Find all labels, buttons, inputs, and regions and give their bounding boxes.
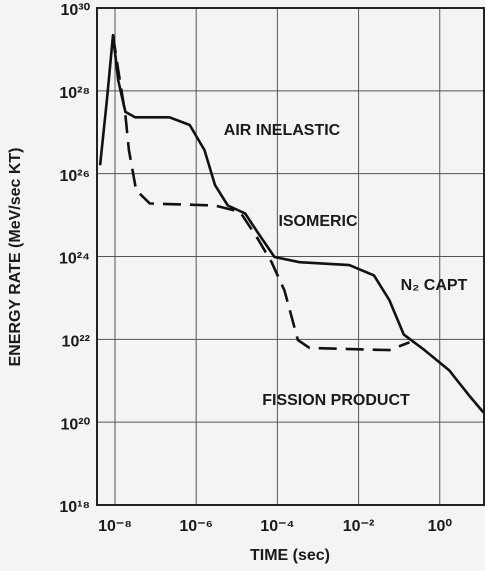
- x-tick-label: 10⁻⁸: [98, 518, 132, 535]
- y-tick-label: 10³⁰: [60, 2, 90, 19]
- annotation: ISOMERIC: [278, 213, 358, 230]
- x-axis-label: TIME (sec): [250, 547, 330, 564]
- annotation: FISSION PRODUCT: [262, 392, 410, 409]
- y-tick-label: 10²⁰: [60, 416, 90, 433]
- y-axis-label: ENERGY RATE (MeV/sec KT): [7, 147, 24, 366]
- y-tick-label: 10²⁸: [59, 85, 90, 102]
- y-tick-label: 10¹⁸: [59, 499, 90, 516]
- plot-frame: [96, 7, 485, 506]
- annotation: AIR INELASTIC: [224, 122, 341, 139]
- y-tick-label: 10²⁶: [60, 168, 91, 185]
- x-tick-label: 10⁻⁴: [260, 518, 294, 535]
- x-tick-label: 10⁻⁶: [179, 518, 213, 535]
- x-tick-label: 10⁰: [428, 518, 453, 535]
- line-series: [111, 35, 410, 352]
- y-tick-label: 10²⁴: [59, 251, 90, 268]
- x-tick-label: 10⁻²: [343, 518, 375, 535]
- annotation: N₂ CAPT: [401, 277, 468, 294]
- y-tick-label: 10²²: [62, 334, 90, 351]
